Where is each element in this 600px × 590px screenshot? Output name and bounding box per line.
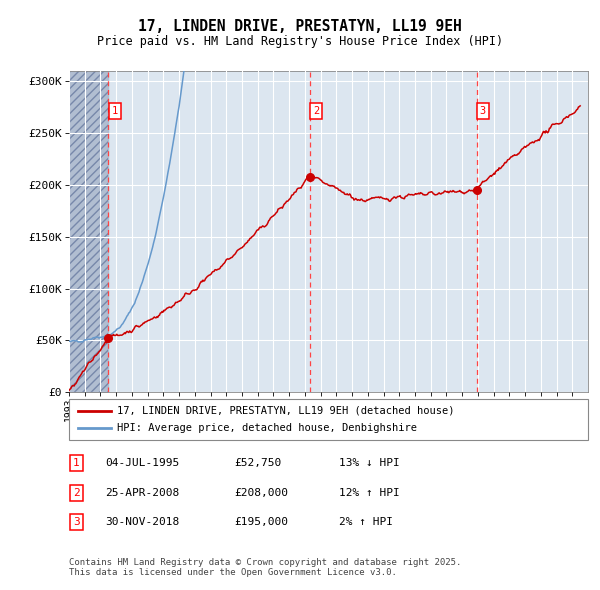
Text: 25-APR-2008: 25-APR-2008 [105,488,179,497]
Text: 04-JUL-1995: 04-JUL-1995 [105,458,179,468]
Text: 2: 2 [73,488,80,497]
Text: £195,000: £195,000 [234,517,288,527]
Text: Contains HM Land Registry data © Crown copyright and database right 2025.
This d: Contains HM Land Registry data © Crown c… [69,558,461,577]
Text: 17, LINDEN DRIVE, PRESTATYN, LL19 9EH: 17, LINDEN DRIVE, PRESTATYN, LL19 9EH [138,19,462,34]
Text: 3: 3 [480,106,486,116]
Text: Price paid vs. HM Land Registry's House Price Index (HPI): Price paid vs. HM Land Registry's House … [97,35,503,48]
Text: 12% ↑ HPI: 12% ↑ HPI [339,488,400,497]
Text: 30-NOV-2018: 30-NOV-2018 [105,517,179,527]
Text: 2: 2 [313,106,319,116]
Text: 3: 3 [73,517,80,527]
Text: 1: 1 [112,106,118,116]
Text: 1: 1 [73,458,80,468]
Text: 17, LINDEN DRIVE, PRESTATYN, LL19 9EH (detached house): 17, LINDEN DRIVE, PRESTATYN, LL19 9EH (d… [117,406,455,416]
Text: 2% ↑ HPI: 2% ↑ HPI [339,517,393,527]
Text: HPI: Average price, detached house, Denbighshire: HPI: Average price, detached house, Denb… [117,423,417,433]
Text: £208,000: £208,000 [234,488,288,497]
Text: £52,750: £52,750 [234,458,281,468]
Text: 13% ↓ HPI: 13% ↓ HPI [339,458,400,468]
